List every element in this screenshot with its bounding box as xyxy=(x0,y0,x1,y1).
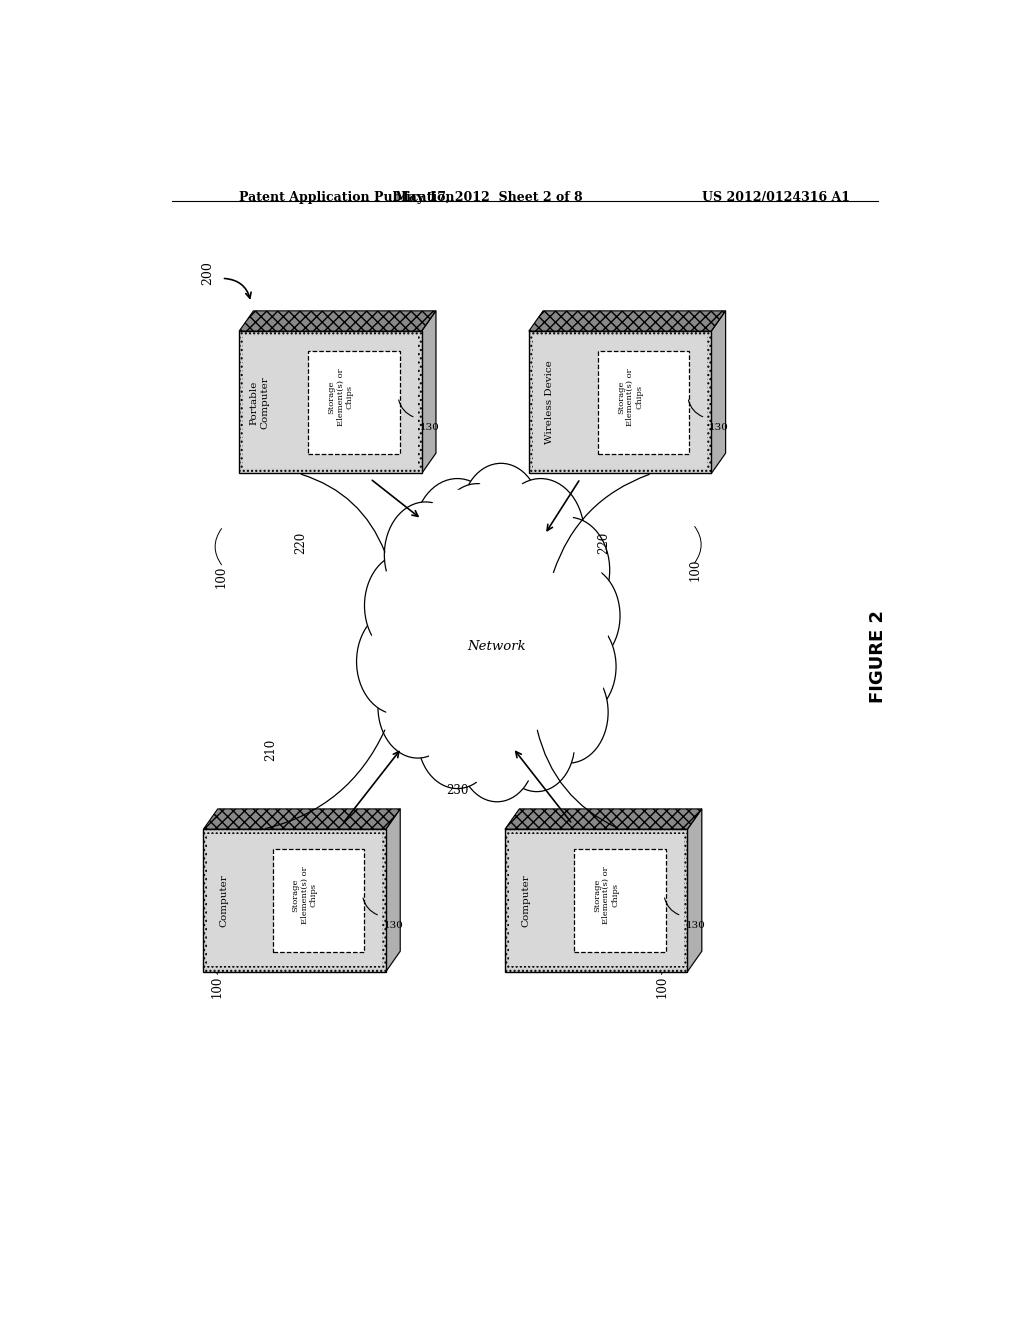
Circle shape xyxy=(469,474,532,554)
Text: Portable
Computer: Portable Computer xyxy=(250,376,269,429)
Circle shape xyxy=(461,463,541,565)
Circle shape xyxy=(506,490,575,579)
Text: 100: 100 xyxy=(214,566,227,589)
Text: Storage
Element(s) or
Chips: Storage Element(s) or Chips xyxy=(593,866,620,924)
Circle shape xyxy=(445,494,509,576)
Circle shape xyxy=(437,483,517,585)
Circle shape xyxy=(414,479,501,590)
Text: Computer: Computer xyxy=(219,874,228,927)
Circle shape xyxy=(506,704,567,781)
Text: 130: 130 xyxy=(420,424,439,433)
Text: Storage
Element(s) or
Chips: Storage Element(s) or Chips xyxy=(616,368,643,426)
Circle shape xyxy=(549,576,612,656)
Polygon shape xyxy=(386,809,400,972)
Circle shape xyxy=(527,517,609,623)
Text: 200: 200 xyxy=(201,261,214,285)
Polygon shape xyxy=(505,809,701,829)
Circle shape xyxy=(365,619,431,704)
Polygon shape xyxy=(687,809,701,972)
Text: Computer: Computer xyxy=(521,874,530,927)
Polygon shape xyxy=(532,337,708,469)
Circle shape xyxy=(384,502,467,607)
Text: 130: 130 xyxy=(384,921,403,931)
Circle shape xyxy=(459,704,536,801)
Text: US 2012/0124316 A1: US 2012/0124316 A1 xyxy=(702,191,850,203)
Polygon shape xyxy=(528,331,712,474)
Circle shape xyxy=(537,616,616,718)
Polygon shape xyxy=(509,834,684,966)
Polygon shape xyxy=(243,337,418,469)
Circle shape xyxy=(528,661,608,763)
Circle shape xyxy=(541,565,620,667)
Circle shape xyxy=(537,672,600,752)
Text: Network: Network xyxy=(468,640,526,653)
Circle shape xyxy=(378,656,458,758)
Text: May 17, 2012  Sheet 2 of 8: May 17, 2012 Sheet 2 of 8 xyxy=(395,191,583,203)
Text: 220: 220 xyxy=(598,532,610,553)
Text: Storage
Element(s) or
Chips: Storage Element(s) or Chips xyxy=(292,866,317,924)
Text: 130: 130 xyxy=(685,921,706,931)
Text: 100: 100 xyxy=(689,558,701,581)
Circle shape xyxy=(386,667,450,748)
Text: 130: 130 xyxy=(710,424,729,433)
Text: FIGURE 2: FIGURE 2 xyxy=(869,610,887,704)
Text: Wireless Device: Wireless Device xyxy=(545,360,554,445)
Circle shape xyxy=(392,512,459,597)
Text: 210: 210 xyxy=(264,739,278,762)
Polygon shape xyxy=(207,834,382,966)
Text: Patent Application Publication: Patent Application Publication xyxy=(240,191,455,203)
FancyBboxPatch shape xyxy=(574,849,666,952)
Polygon shape xyxy=(204,809,400,829)
Circle shape xyxy=(467,714,527,792)
Text: 230: 230 xyxy=(446,784,469,797)
Circle shape xyxy=(497,479,585,590)
FancyBboxPatch shape xyxy=(598,351,689,454)
Text: Storage
Element(s) or
Chips: Storage Element(s) or Chips xyxy=(328,368,353,426)
Circle shape xyxy=(356,609,439,714)
Circle shape xyxy=(365,553,447,659)
Circle shape xyxy=(536,528,601,612)
Circle shape xyxy=(423,490,493,579)
Polygon shape xyxy=(505,829,687,972)
Text: 100: 100 xyxy=(210,975,223,998)
Polygon shape xyxy=(204,829,386,972)
Polygon shape xyxy=(240,331,422,474)
Text: 100: 100 xyxy=(655,975,669,998)
Circle shape xyxy=(373,564,438,648)
Circle shape xyxy=(418,686,497,788)
FancyBboxPatch shape xyxy=(308,351,399,454)
Polygon shape xyxy=(240,312,436,331)
Circle shape xyxy=(499,694,574,792)
Polygon shape xyxy=(422,312,436,474)
Text: 220: 220 xyxy=(295,532,307,553)
Polygon shape xyxy=(528,312,726,331)
Circle shape xyxy=(545,626,608,708)
Polygon shape xyxy=(712,312,726,474)
FancyBboxPatch shape xyxy=(272,849,364,952)
Circle shape xyxy=(426,697,489,779)
Circle shape xyxy=(426,545,568,727)
